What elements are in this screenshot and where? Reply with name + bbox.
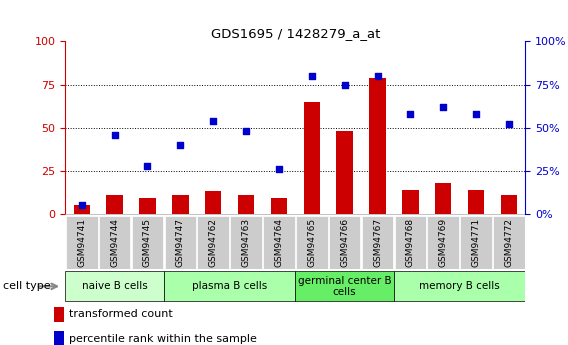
Point	[406, 111, 415, 117]
Point	[504, 121, 513, 127]
Point	[438, 104, 448, 110]
Point	[373, 73, 382, 79]
Text: GSM94744: GSM94744	[110, 218, 119, 267]
FancyBboxPatch shape	[493, 216, 525, 269]
Point	[143, 163, 152, 168]
Point	[471, 111, 481, 117]
FancyBboxPatch shape	[198, 216, 229, 269]
Point	[340, 82, 349, 87]
FancyBboxPatch shape	[395, 216, 426, 269]
Bar	[73, 205, 90, 214]
Text: transformed count: transformed count	[69, 309, 173, 319]
Bar	[106, 195, 123, 214]
FancyBboxPatch shape	[329, 216, 361, 269]
Text: memory B cells: memory B cells	[419, 282, 500, 291]
Bar	[501, 195, 517, 214]
Text: GSM94763: GSM94763	[241, 218, 250, 267]
Text: GSM94766: GSM94766	[340, 218, 349, 267]
FancyBboxPatch shape	[460, 216, 492, 269]
Text: GSM94772: GSM94772	[504, 218, 513, 267]
FancyBboxPatch shape	[362, 216, 393, 269]
FancyBboxPatch shape	[99, 216, 131, 269]
FancyBboxPatch shape	[394, 272, 525, 301]
Point	[307, 73, 316, 79]
Text: GSM94764: GSM94764	[274, 218, 283, 267]
Bar	[435, 183, 452, 214]
FancyBboxPatch shape	[296, 216, 328, 269]
Text: GSM94765: GSM94765	[307, 218, 316, 267]
Text: GSM94762: GSM94762	[208, 218, 218, 267]
Text: percentile rank within the sample: percentile rank within the sample	[69, 334, 257, 344]
Bar	[54, 331, 64, 345]
Text: GSM94768: GSM94768	[406, 218, 415, 267]
Bar	[271, 198, 287, 214]
Bar	[172, 195, 189, 214]
Bar	[369, 78, 386, 214]
Text: GSM94747: GSM94747	[176, 218, 185, 267]
FancyBboxPatch shape	[165, 216, 196, 269]
Point	[77, 203, 86, 208]
FancyBboxPatch shape	[230, 216, 262, 269]
Bar	[303, 102, 320, 214]
Text: naive B cells: naive B cells	[82, 282, 148, 291]
Text: GSM94741: GSM94741	[77, 218, 86, 267]
FancyBboxPatch shape	[132, 216, 163, 269]
Bar	[54, 307, 64, 322]
Bar	[402, 190, 419, 214]
Bar	[205, 191, 222, 214]
Point	[274, 166, 283, 172]
Text: GSM94769: GSM94769	[438, 218, 448, 267]
Bar	[468, 190, 485, 214]
Text: cell type: cell type	[3, 282, 51, 291]
FancyBboxPatch shape	[164, 272, 295, 301]
Text: GSM94767: GSM94767	[373, 218, 382, 267]
Point	[110, 132, 119, 137]
FancyBboxPatch shape	[65, 272, 164, 301]
Text: GSM94745: GSM94745	[143, 218, 152, 267]
Text: GSM94771: GSM94771	[471, 218, 481, 267]
Point	[241, 128, 250, 134]
Title: GDS1695 / 1428279_a_at: GDS1695 / 1428279_a_at	[211, 27, 380, 40]
Point	[176, 142, 185, 148]
Point	[208, 118, 218, 124]
Text: plasma B cells: plasma B cells	[192, 282, 268, 291]
FancyBboxPatch shape	[66, 216, 98, 269]
FancyBboxPatch shape	[263, 216, 295, 269]
FancyBboxPatch shape	[295, 272, 394, 301]
Bar	[238, 195, 254, 214]
Text: germinal center B
cells: germinal center B cells	[298, 276, 391, 297]
FancyBboxPatch shape	[428, 216, 459, 269]
Bar	[139, 198, 156, 214]
Bar	[336, 131, 353, 214]
